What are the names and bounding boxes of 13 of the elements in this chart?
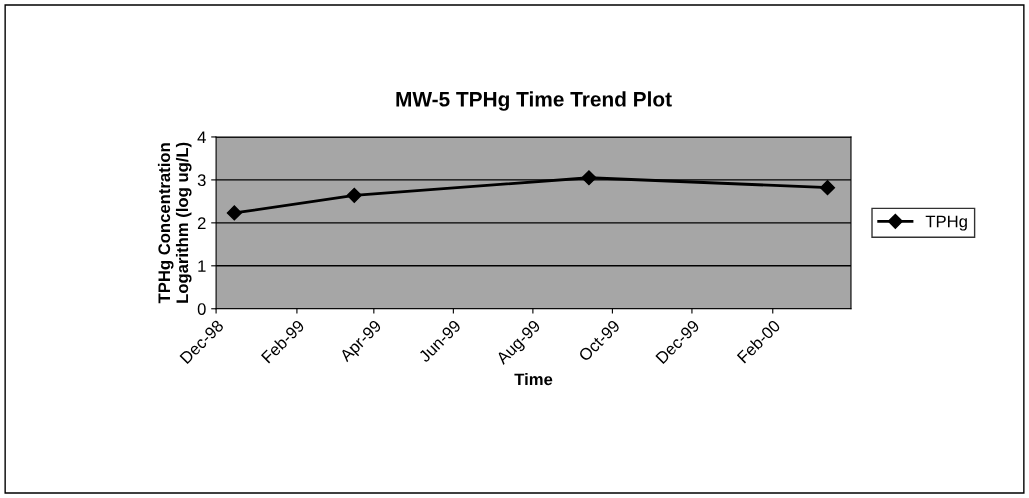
x-axis-title: Time [514,373,553,386]
point [226,205,242,221]
y-tick-label: 3 [197,174,206,187]
y-tick-label: 0 [197,303,206,315]
y-axis-title: TPHg Concentration Logarithm (log ug/L) [157,142,192,304]
point [581,170,597,186]
y-tick-label: 2 [197,217,206,229]
chart-title: MW-5 TPHg Time Trend Plot [396,91,672,111]
y-tick-label: 4 [197,131,206,143]
point [819,180,836,196]
y-tick-label: 1 [198,260,206,272]
point [346,187,362,203]
legend-label: TPHg [925,215,967,231]
